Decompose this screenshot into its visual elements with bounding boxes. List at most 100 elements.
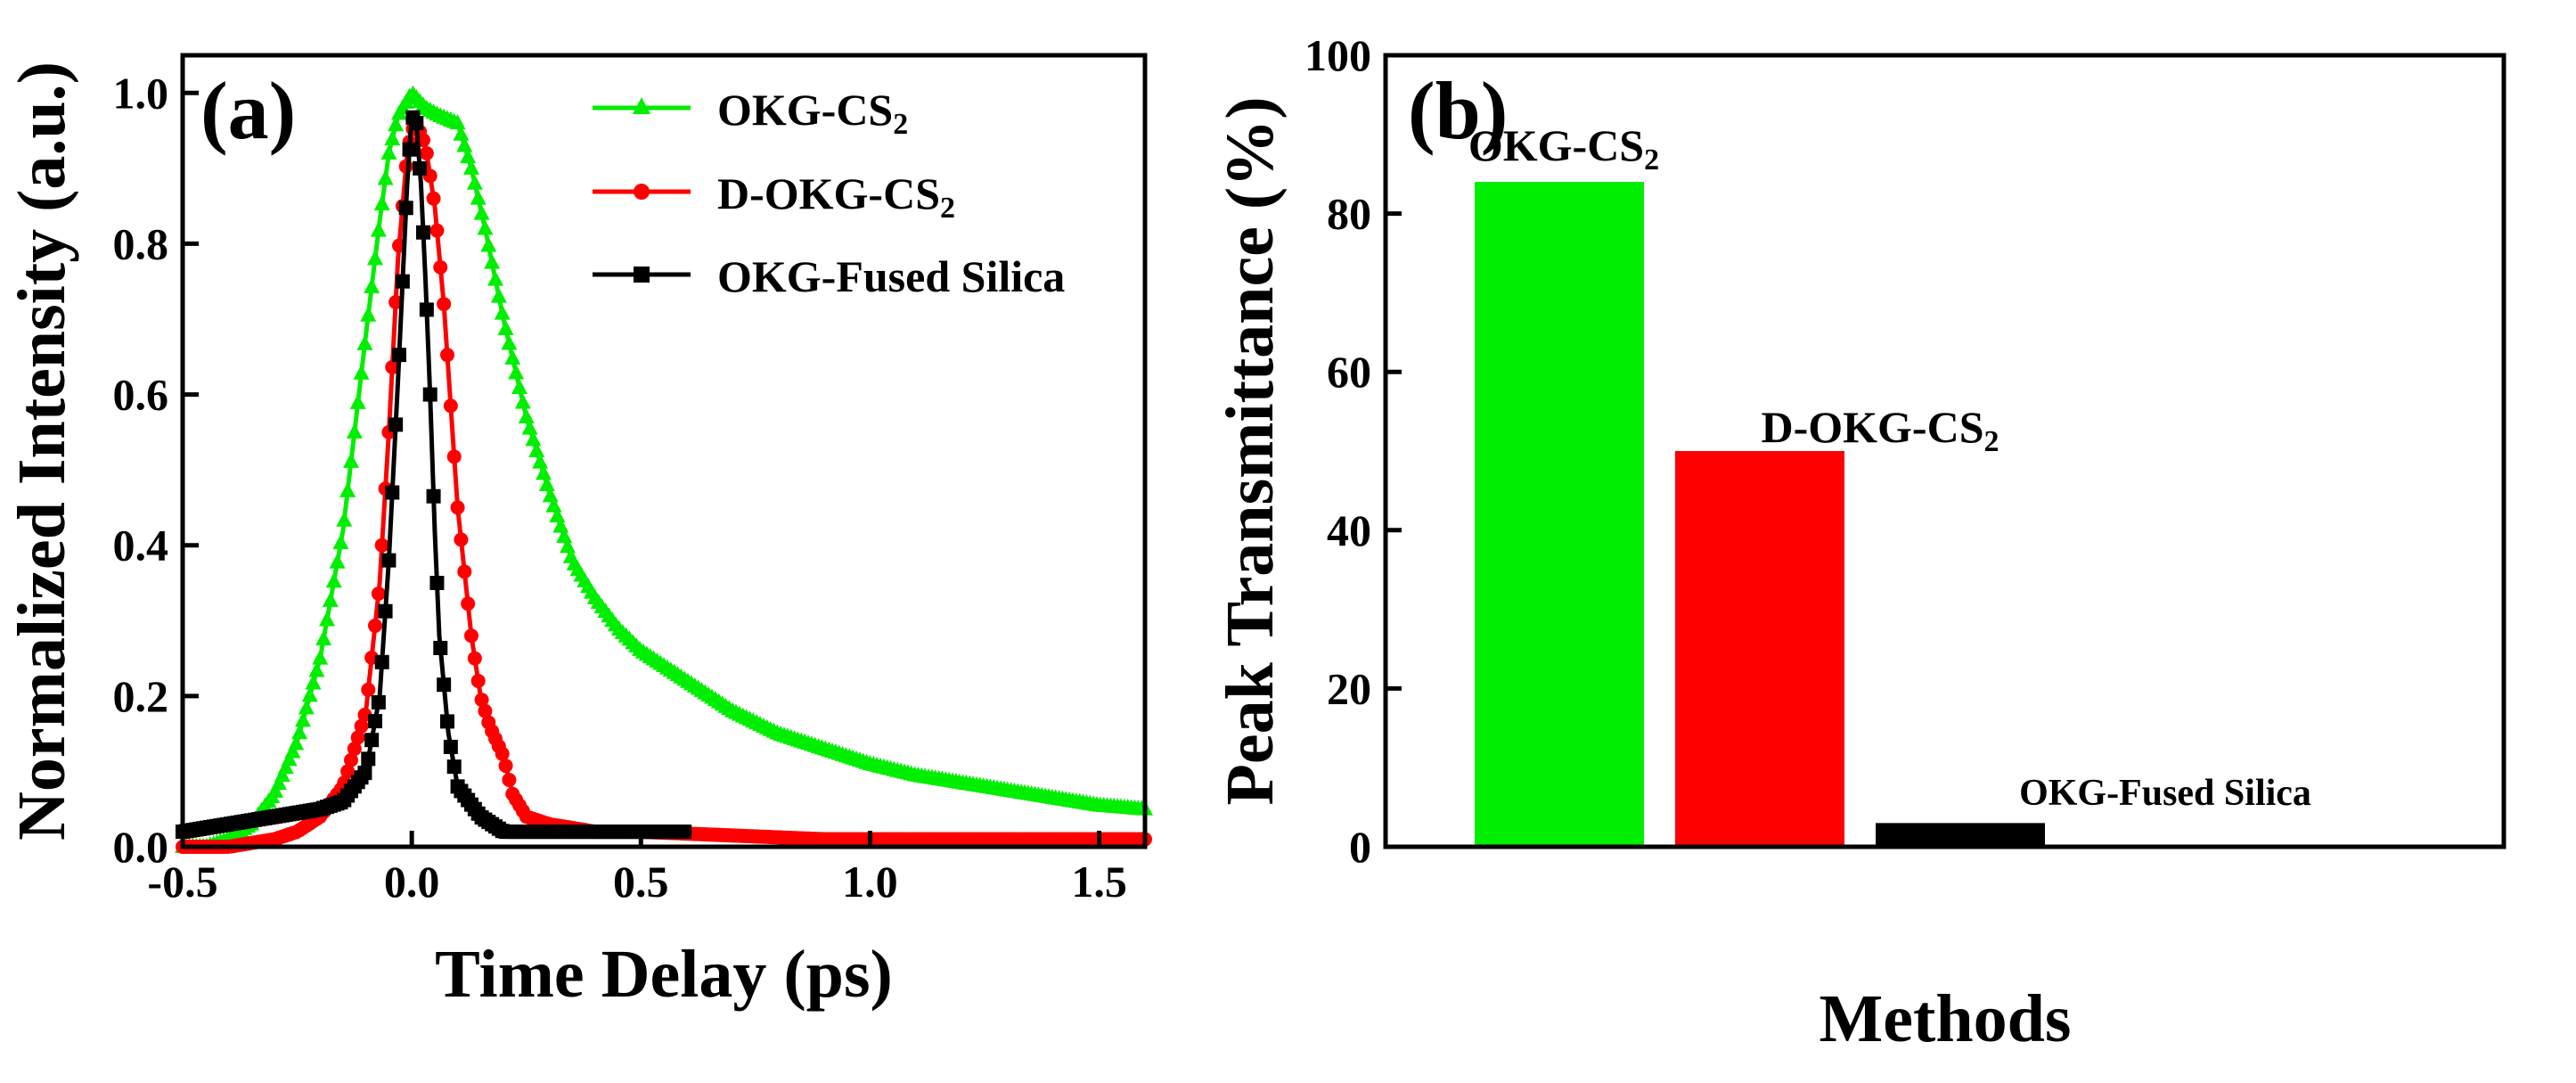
bar-d-okg-cs2 <box>1675 451 1844 847</box>
panel-a-ticks: -0.5 0.0 0.5 1.0 1.50.00.20.40.60.81.0 <box>113 68 1127 907</box>
panel-b-plot-frame <box>1383 53 2506 849</box>
data-point <box>395 274 410 289</box>
data-point <box>392 348 406 363</box>
data-point <box>380 144 397 160</box>
y-tick-label: 0.2 <box>113 671 169 721</box>
data-point <box>477 219 494 235</box>
data-point <box>284 743 301 759</box>
data-point <box>677 825 692 840</box>
panel-b-x-axis-title: Methods <box>1820 981 2072 1056</box>
data-point <box>373 195 390 211</box>
data-point <box>409 116 424 131</box>
data-point <box>538 476 555 492</box>
data-point <box>440 714 454 729</box>
data-point <box>416 225 430 240</box>
data-point <box>466 174 483 190</box>
data-point <box>315 630 332 646</box>
data-point <box>374 654 389 669</box>
series-line-d-okg-cs2 <box>183 120 1145 849</box>
panel-a-legend: OKG-CS2 D-OKG-CS2 OKG-Fused Silica <box>593 85 1065 301</box>
legend-entry-okg-cs2: OKG-CS2 <box>593 85 908 141</box>
legend-label-okg-cs2-main: OKG-CS <box>717 85 893 135</box>
data-point <box>463 159 479 175</box>
data-point <box>312 649 329 665</box>
data-point <box>343 452 359 468</box>
data-point <box>384 130 401 146</box>
panel-b-bar-chart: 0 20 40 60 80 100 (b) Methods Peak Transmitta… <box>1213 30 2506 1056</box>
bar-label-d-okg-cs2-subscript: 2 <box>1984 425 1999 458</box>
data-point <box>511 378 527 394</box>
bar-label-okg-cs2-main: OKG-CS <box>1468 120 1644 170</box>
bar-label-okg-fused-silica: OKG-Fused Silica <box>2019 773 2311 814</box>
data-point <box>514 393 531 409</box>
series-line-okg-cs2 <box>183 90 1146 849</box>
data-point <box>484 253 501 269</box>
panel-a-series-layer <box>175 85 1153 854</box>
data-point <box>267 782 284 798</box>
data-point <box>291 724 308 740</box>
data-point <box>329 553 346 569</box>
series-d-okg-cs2 <box>176 116 1152 854</box>
data-point <box>367 250 383 266</box>
data-point <box>360 306 377 322</box>
data-point <box>388 116 405 132</box>
legend-marker-okg-fused-silica <box>634 267 650 283</box>
data-point <box>457 564 472 579</box>
data-point <box>461 596 476 611</box>
y-tick-label: 0.8 <box>113 218 169 268</box>
data-point <box>344 752 358 767</box>
data-point <box>460 148 477 164</box>
data-point <box>277 759 294 775</box>
data-point <box>437 297 452 312</box>
x-tick-label: -0.5 <box>147 857 217 907</box>
data-point <box>371 586 386 601</box>
data-point <box>454 532 469 547</box>
panel-b-ticks: 0 20 40 60 80 100 <box>1304 30 1402 872</box>
bar-okg-cs2 <box>1475 182 1644 847</box>
bar-label-d-okg-cs2-main: D-OKG-CS <box>1762 402 1984 452</box>
data-point <box>353 364 370 380</box>
data-point <box>325 572 342 588</box>
y-tick-label: 60 <box>1327 347 1371 397</box>
panel-a-x-axis-title: Time Delay (ps) <box>435 937 893 1012</box>
data-point <box>413 160 428 176</box>
data-point <box>281 751 298 767</box>
y-tick-label: 0 <box>1349 822 1371 872</box>
data-point <box>298 699 315 715</box>
series-okg-fused-silica <box>176 110 692 840</box>
data-point <box>536 464 552 480</box>
data-point <box>429 223 445 238</box>
panel-a-line-chart: -0.5 0.0 0.5 1.0 1.50.00.20.40.60.81.0 (a) T… <box>4 53 1153 1012</box>
y-tick-label: 100 <box>1304 30 1371 80</box>
data-point <box>532 453 549 469</box>
data-point <box>374 537 389 553</box>
data-point <box>349 393 366 409</box>
data-point <box>480 236 497 252</box>
panel-b-label: (b) <box>1408 65 1508 156</box>
data-point <box>368 714 382 729</box>
data-point <box>422 387 438 402</box>
legend-marker-okg-cs2 <box>633 97 650 114</box>
data-point <box>305 674 322 690</box>
y-tick-label: 80 <box>1327 189 1371 239</box>
x-tick-label: 0.0 <box>384 857 440 907</box>
data-point <box>443 739 458 754</box>
data-point <box>381 553 397 568</box>
data-point <box>502 772 517 787</box>
data-point <box>456 136 473 152</box>
data-point <box>332 534 349 550</box>
legend-entry-d-okg-cs2: D-OKG-CS2 <box>593 168 955 225</box>
data-point <box>385 359 400 374</box>
legend-label-okg-cs2: OKG-CS2 <box>717 85 908 141</box>
data-point <box>449 114 466 130</box>
panel-a-plot-frame <box>180 53 1148 849</box>
data-point <box>470 189 487 205</box>
legend-marker-d-okg-cs2 <box>634 184 650 200</box>
x-tick-label: 1.0 <box>842 857 898 907</box>
data-point <box>443 398 458 414</box>
data-point <box>350 730 365 745</box>
bar-label-okg-cs2-subscript: 2 <box>1644 144 1659 176</box>
data-point <box>501 334 518 350</box>
data-point <box>446 449 462 464</box>
